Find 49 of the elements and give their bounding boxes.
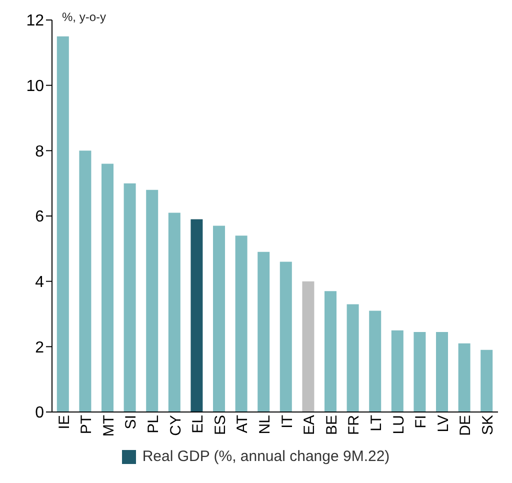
x-tick-label: LT [368, 415, 385, 432]
bar [280, 262, 292, 412]
x-tick-label: PT [78, 415, 96, 434]
bar [213, 226, 226, 412]
bar [458, 343, 470, 412]
y-tick-label: 10 [26, 78, 44, 96]
x-tick-label: EA [301, 415, 318, 436]
y-tick-label: 6 [35, 208, 44, 226]
x-tick-label: BE [323, 415, 340, 436]
bar [190, 219, 203, 412]
bar [258, 252, 270, 412]
x-tick-label: SK [480, 415, 496, 436]
x-tick-label: NL [256, 415, 274, 434]
bar [436, 332, 448, 412]
bar [369, 310, 382, 412]
y-tick-label: 8 [35, 143, 44, 160]
bar [480, 350, 493, 412]
x-tick-label: CY [167, 415, 184, 436]
x-tick-label: ES [212, 415, 229, 436]
x-tick-label: LU [390, 415, 408, 434]
y-tick-label: 0 [35, 404, 44, 422]
x-tick-label: MT [100, 415, 118, 437]
bar [235, 236, 248, 412]
x-tick-label: IT [278, 415, 296, 428]
x-tick-label: IE [56, 415, 73, 430]
bar [56, 36, 69, 412]
bar [414, 332, 426, 412]
x-tick-label: FR [346, 414, 363, 435]
x-tick-label: EL [190, 415, 207, 434]
bar [146, 190, 158, 412]
bar [102, 164, 114, 412]
bar [302, 281, 314, 412]
bar [324, 291, 337, 412]
bar [346, 304, 359, 412]
y-tick-label: 12 [26, 12, 44, 30]
x-tick-label: PL [145, 415, 162, 434]
bar [391, 330, 404, 412]
x-tick-label: LV [434, 415, 452, 432]
x-tick-label: FI [412, 415, 430, 428]
y-tick-label: 2 [35, 339, 44, 356]
bar [168, 212, 180, 412]
bar [124, 183, 136, 412]
x-tick-label: SI [122, 415, 140, 430]
x-tick-label: AT [234, 415, 252, 434]
y-tick-label: 4 [35, 274, 44, 292]
x-tick-label: DE [457, 415, 474, 436]
y-axis-title: %, y-o-y [62, 10, 106, 24]
bar [79, 150, 92, 412]
legend-label: Real GDP (%, annual change 9M.22) [142, 448, 390, 465]
